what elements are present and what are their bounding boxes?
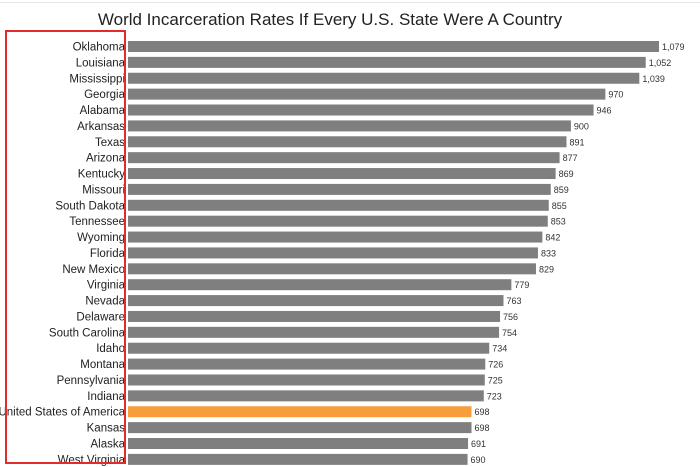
category-label: Montana	[80, 359, 125, 371]
value-label: 853	[551, 217, 566, 227]
value-label: 829	[539, 264, 554, 274]
bar-new-mexico	[128, 263, 536, 275]
value-label: 734	[492, 344, 507, 354]
category-label: South Dakota	[55, 200, 125, 212]
category-label: Wyoming	[77, 232, 125, 244]
bar-nevada	[128, 295, 504, 307]
value-label: 754	[502, 328, 517, 338]
bar-louisiana	[128, 56, 646, 68]
bar-missouri	[128, 183, 551, 195]
top-divider	[0, 2, 700, 3]
bar-alabama	[128, 104, 594, 116]
bar-georgia	[128, 88, 606, 100]
category-label: Idaho	[96, 343, 125, 355]
bar-kentucky	[128, 168, 556, 180]
value-label: 756	[503, 312, 518, 322]
value-label: 763	[506, 296, 521, 306]
bar-united-states-of-america	[128, 406, 472, 418]
value-label: 691	[471, 439, 486, 449]
bar-alaska	[128, 438, 469, 449]
category-label: West Virginia	[58, 454, 126, 466]
category-label: Kentucky	[78, 169, 126, 181]
category-label: South Carolina	[49, 327, 126, 339]
value-label: 1,079	[662, 42, 685, 52]
value-label: 877	[563, 153, 578, 163]
value-label: 900	[574, 121, 589, 131]
bar-idaho	[128, 342, 490, 354]
category-label: Oklahoma	[73, 42, 126, 54]
category-label: Mississippi	[69, 73, 125, 85]
bar-pennsylvania	[128, 374, 485, 386]
bar-delaware	[128, 310, 501, 322]
category-label: Alabama	[80, 105, 126, 117]
chart-title: World Incarceration Rates If Every U.S. …	[97, 10, 563, 29]
value-label: 842	[545, 233, 560, 243]
value-label: 726	[488, 360, 503, 370]
category-label: Louisiana	[76, 57, 126, 69]
bar-mississippi	[128, 72, 640, 84]
value-label: 779	[514, 280, 529, 290]
category-label: Arkansas	[77, 121, 125, 133]
bar-montana	[128, 358, 486, 370]
value-label: 723	[487, 391, 502, 401]
bar-south-carolina	[128, 326, 500, 338]
bar-south-dakota	[128, 199, 549, 211]
bar-oklahoma	[128, 41, 659, 52]
category-label: Arizona	[86, 153, 126, 165]
category-label: New Mexico	[62, 264, 125, 276]
bar-indiana	[128, 390, 484, 402]
value-label: 833	[541, 248, 556, 258]
value-label: 859	[554, 185, 569, 195]
value-label: 970	[608, 90, 623, 100]
category-label: Tennessee	[69, 216, 125, 228]
category-label: Delaware	[76, 311, 125, 323]
category-label: Alaska	[90, 439, 125, 451]
category-label: Virginia	[87, 280, 126, 292]
bar-west-virginia	[128, 453, 468, 465]
bar-arizona	[128, 152, 560, 164]
category-label: Florida	[90, 248, 126, 260]
value-label: 1,052	[649, 58, 672, 68]
category-label: Pennsylvania	[57, 375, 126, 387]
value-label: 855	[552, 201, 567, 211]
category-label: Georgia	[84, 89, 126, 101]
value-label: 869	[559, 169, 574, 179]
bar-kansas	[128, 422, 472, 434]
category-label: Texas	[95, 137, 125, 149]
value-label: 698	[475, 407, 490, 417]
bar-wyoming	[128, 231, 543, 243]
value-label: 891	[569, 137, 584, 147]
value-label: 725	[488, 375, 503, 385]
category-label: Nevada	[85, 296, 125, 308]
category-label: Indiana	[87, 391, 125, 403]
value-label: 690	[471, 455, 486, 465]
value-label: 698	[475, 423, 490, 433]
bar-florida	[128, 247, 538, 259]
category-label: United States of America	[0, 407, 126, 419]
category-label: Kansas	[87, 423, 126, 435]
bar-arkansas	[128, 120, 571, 132]
bar-tennessee	[128, 215, 548, 227]
category-label: Missouri	[82, 184, 125, 196]
value-label: 1,039	[642, 74, 665, 84]
value-label: 946	[597, 106, 612, 116]
bar-virginia	[128, 279, 512, 291]
bar-texas	[128, 136, 567, 148]
